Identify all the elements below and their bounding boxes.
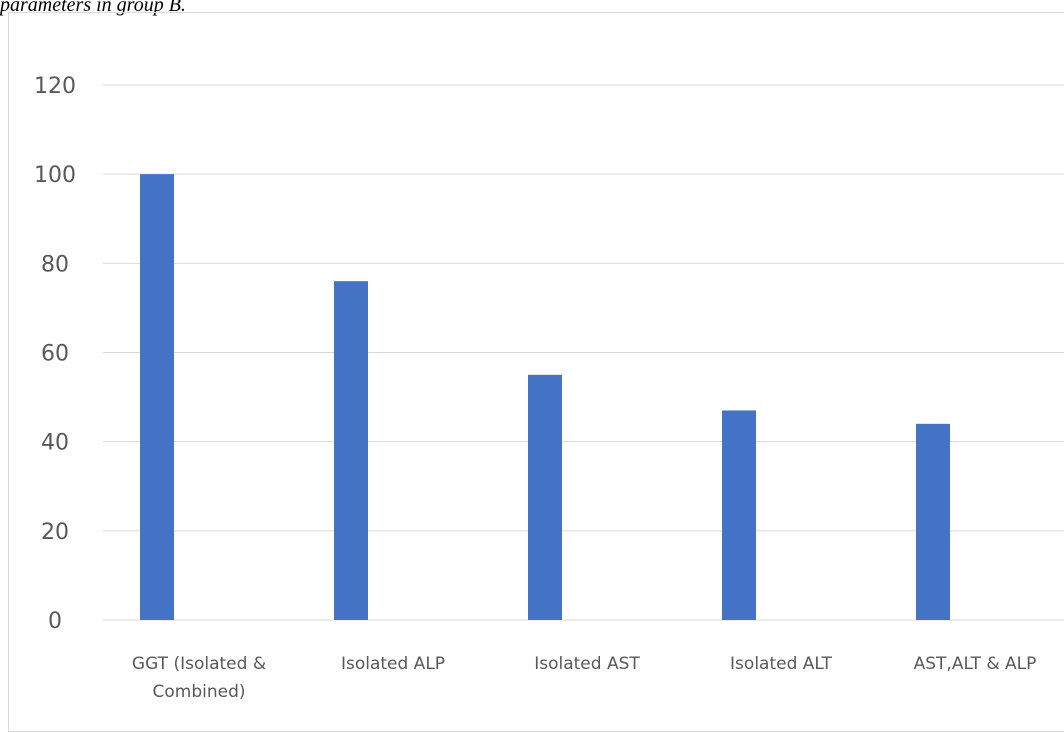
bar bbox=[528, 374, 562, 620]
bar bbox=[722, 410, 756, 620]
y-tick-label: 20 bbox=[41, 520, 69, 545]
y-tick-label: 100 bbox=[34, 163, 76, 188]
x-category-label: Isolated AST bbox=[534, 654, 640, 674]
y-tick-label: 40 bbox=[41, 431, 69, 456]
y-tick-label: 80 bbox=[41, 252, 69, 277]
x-category-label: GGT (Isolated & bbox=[132, 654, 266, 674]
y-tick-label: 0 bbox=[48, 609, 62, 634]
x-category-label: Isolated ALP bbox=[341, 654, 445, 674]
y-tick-label: 120 bbox=[34, 74, 76, 99]
bar bbox=[916, 423, 950, 620]
x-category-label: Isolated ALT bbox=[730, 654, 832, 674]
x-category-label: Combined) bbox=[152, 682, 245, 702]
bar bbox=[140, 174, 174, 620]
x-category-label: AST,ALT & ALP bbox=[914, 654, 1037, 674]
bar bbox=[334, 281, 368, 620]
y-tick-label: 60 bbox=[41, 342, 69, 367]
